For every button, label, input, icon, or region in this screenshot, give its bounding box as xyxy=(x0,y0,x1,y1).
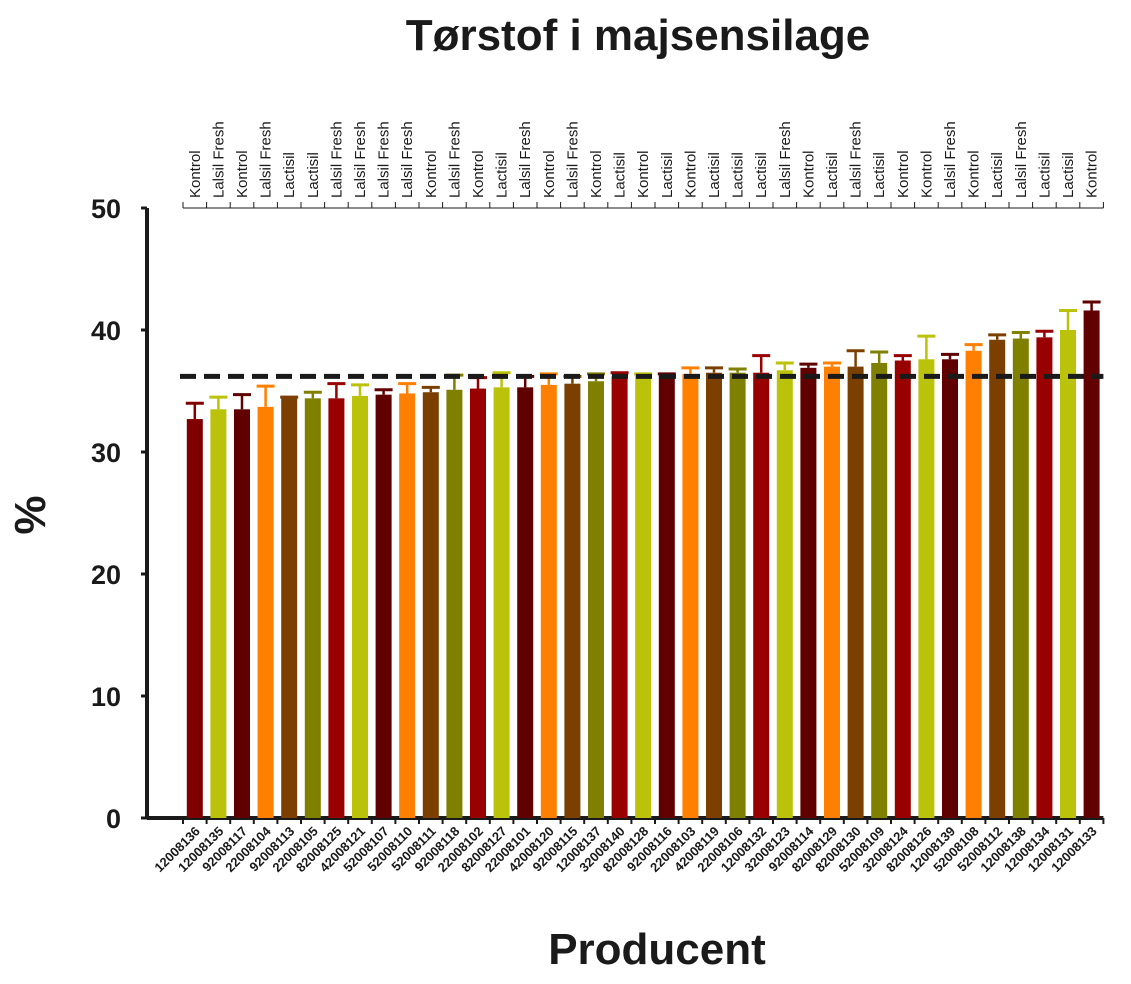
treatment-label: Kontrol xyxy=(635,150,652,198)
treatment-label: Lalsil Fresh xyxy=(517,121,534,198)
treatment-label: Kontrol xyxy=(1084,150,1101,198)
treatment-label: Lalsil Fresh xyxy=(210,121,227,198)
treatment-label: Lalsil Fresh xyxy=(352,121,369,198)
y-tick-label: 30 xyxy=(91,438,121,468)
bar xyxy=(776,370,793,818)
y-tick-label: 40 xyxy=(91,316,121,346)
treatment-label: Lactisil xyxy=(730,152,747,198)
treatment-label: Lalsil Fresh xyxy=(848,121,865,198)
bar xyxy=(257,406,274,818)
bar xyxy=(422,392,439,818)
treatment-label: Kontrol xyxy=(800,150,817,198)
bar xyxy=(682,373,699,818)
bar xyxy=(918,359,935,818)
bar xyxy=(352,395,368,818)
bar xyxy=(942,359,958,818)
treatment-label: Lactisil xyxy=(871,152,888,198)
treatment-label: Lalsil Fresh xyxy=(328,121,345,198)
y-tick-label: 50 xyxy=(91,194,121,224)
treatment-label: Kontrol xyxy=(234,150,251,198)
treatment-label: Lactisil xyxy=(281,152,298,198)
bar xyxy=(635,375,652,818)
bar xyxy=(399,393,416,818)
bar xyxy=(328,398,345,818)
treatment-label: Kontrol xyxy=(966,150,983,198)
treatment-label: Lactisil xyxy=(753,152,770,198)
bar xyxy=(446,389,463,818)
bar xyxy=(706,372,722,818)
bar xyxy=(540,384,557,818)
bar xyxy=(611,376,628,818)
bar xyxy=(304,398,321,818)
bar xyxy=(1012,338,1029,818)
treatment-label: Kontrol xyxy=(588,150,605,198)
bar xyxy=(1036,337,1053,818)
treatment-label: Lalsil Fresh xyxy=(942,121,959,198)
y-tick-label: 20 xyxy=(91,560,121,590)
bar xyxy=(847,366,864,818)
x-axis-title: Producent xyxy=(548,925,766,974)
bar xyxy=(210,409,227,818)
bar xyxy=(493,387,510,818)
treatment-label: Kontrol xyxy=(423,150,440,198)
treatment-label: Lactisil xyxy=(1036,152,1053,198)
bar xyxy=(375,394,392,818)
bar xyxy=(965,350,982,818)
treatment-label: Lactisil xyxy=(989,152,1006,198)
bar xyxy=(989,339,1006,818)
treatment-label: Lalsil Fresh xyxy=(777,121,794,198)
top-tick-labels: Kontrol Lalsil Fresh Kontrol Lalsil Fresh La… xyxy=(182,121,1104,208)
y-tick-label: 10 xyxy=(91,682,121,712)
bar xyxy=(729,372,746,818)
y-axis-title: % xyxy=(6,495,55,534)
treatment-label: Kontrol xyxy=(895,150,912,198)
treatment-label: Lalsil Fresh xyxy=(399,121,416,198)
bar xyxy=(800,367,817,818)
bar xyxy=(1060,330,1076,818)
treatment-label: Lalsil Fresh xyxy=(258,121,275,198)
treatment-label: Kontrol xyxy=(918,150,935,198)
treatment-label: Lactisil xyxy=(824,152,841,198)
bar xyxy=(517,387,534,818)
bar xyxy=(186,419,203,818)
bars xyxy=(180,300,1104,818)
bar xyxy=(281,398,298,818)
x-tick-labels: 1200813612008135920081172200810492008113… xyxy=(151,818,1105,875)
treatment-label: Lactisil xyxy=(1060,152,1077,198)
y-tick-label: 0 xyxy=(106,804,121,834)
treatment-label: Kontrol xyxy=(682,150,699,198)
bar xyxy=(588,381,604,818)
treatment-label: Lactisil xyxy=(659,152,676,198)
treatment-label: Kontrol xyxy=(541,150,558,198)
y-tick-labels: 0 10 20 30 40 50 xyxy=(91,194,147,834)
bar xyxy=(658,375,675,818)
treatment-label: Lalsil Fresh xyxy=(564,121,581,198)
bar xyxy=(564,383,581,818)
treatment-label: Kontrol xyxy=(470,150,487,198)
bar xyxy=(894,360,911,818)
treatment-label: Lactisil xyxy=(612,152,629,198)
treatment-label: Lalsil Fresh xyxy=(446,121,463,198)
bar xyxy=(1083,310,1100,818)
treatment-label: Lactisil xyxy=(706,152,723,198)
bar xyxy=(234,409,250,818)
bar xyxy=(753,372,770,818)
bar xyxy=(824,366,840,818)
bar xyxy=(871,362,888,818)
chart-title: Tørstof i majsensilage xyxy=(406,11,871,60)
treatment-label: Lactisil xyxy=(494,152,511,198)
treatment-label: Lactisil xyxy=(305,152,322,198)
bar xyxy=(470,388,486,818)
treatment-label: Lalsil Fresh xyxy=(1013,121,1030,198)
treatment-label: Lalsil Fresh xyxy=(376,121,393,198)
treatment-label: Kontrol xyxy=(187,150,204,198)
